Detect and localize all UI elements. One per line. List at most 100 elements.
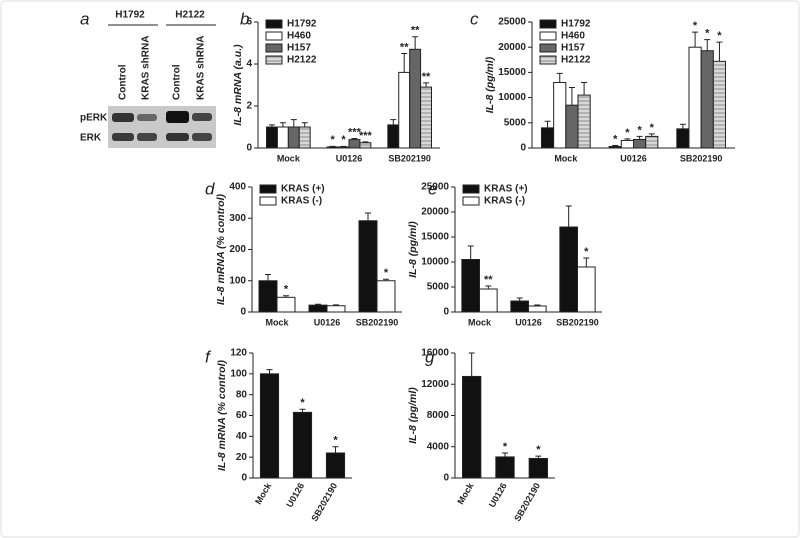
error-bar xyxy=(423,82,430,88)
y-tick-label: 0 xyxy=(443,473,449,484)
legend-swatch xyxy=(259,196,277,206)
x-tick-label: Mock xyxy=(468,317,492,327)
legend-label: H460 xyxy=(287,31,311,42)
error-bar xyxy=(362,141,369,143)
significance-label: * xyxy=(384,267,389,279)
significance-label: *** xyxy=(359,130,373,142)
x-tick-label: Mock xyxy=(554,153,578,163)
blot-band xyxy=(137,114,157,121)
error-bar xyxy=(412,36,419,50)
y-tick-label: 0 xyxy=(520,143,526,154)
y-tick-label: 80 xyxy=(236,389,248,400)
y-tick-label: 40 xyxy=(236,431,248,442)
panel-letter: c xyxy=(470,9,479,28)
y-tick-label: 100 xyxy=(229,275,246,286)
bar xyxy=(565,104,579,149)
legend-swatch xyxy=(265,55,283,65)
y-tick-label: 10000 xyxy=(421,257,449,268)
y-tick-label: 25000 xyxy=(421,182,449,193)
legend-swatch xyxy=(539,43,557,53)
bar xyxy=(688,46,702,149)
y-tick-label: 60 xyxy=(236,410,248,421)
bar xyxy=(676,128,690,149)
significance-label: * xyxy=(650,122,655,134)
bar xyxy=(479,288,498,313)
legend-label: KRAS (-) xyxy=(281,196,322,207)
bar xyxy=(298,126,311,149)
significance-label: * xyxy=(637,124,642,136)
significance-label: ** xyxy=(411,25,420,37)
significance-label: * xyxy=(300,397,305,409)
legend-swatch xyxy=(539,55,557,65)
significance-label: * xyxy=(613,133,618,145)
bar xyxy=(633,138,647,149)
significance-label: * xyxy=(330,134,335,146)
error-bar xyxy=(390,119,397,125)
error-bar xyxy=(624,138,631,141)
y-tick-label: 12000 xyxy=(421,379,449,390)
error-bar xyxy=(351,138,358,140)
bar xyxy=(553,81,567,149)
bar xyxy=(620,139,635,149)
y-tick-label: 20000 xyxy=(498,42,526,53)
significance-label: *** xyxy=(348,126,362,138)
y-tick-label: 0 xyxy=(240,307,246,318)
blot-band xyxy=(166,111,189,123)
y-tick-label: 0 xyxy=(443,307,449,318)
bar xyxy=(700,50,714,149)
legend-swatch xyxy=(265,31,283,41)
y-tick-label: 15000 xyxy=(421,232,449,243)
y-axis-label: IL-8 mRNA (a.u.) xyxy=(232,44,244,126)
y-tick-label: 8000 xyxy=(427,410,450,421)
y-axis-label: IL-8 (pg/ml) xyxy=(407,387,419,444)
significance-label: * xyxy=(693,20,698,32)
lane-label: Control xyxy=(172,64,183,100)
error-bar xyxy=(315,303,321,306)
legend-label: H1792 xyxy=(287,19,317,30)
x-tick-label: U0126 xyxy=(314,317,341,327)
legend-label: KRAS (-) xyxy=(484,196,525,207)
error-bar xyxy=(279,122,286,127)
significance-label: * xyxy=(536,444,541,456)
legend-label: KRAS (+) xyxy=(484,184,528,195)
y-tick-label: 2 xyxy=(246,101,252,112)
error-bar xyxy=(340,145,347,147)
bar xyxy=(461,259,480,313)
error-bar xyxy=(692,31,699,48)
x-tick-label: U0126 xyxy=(336,153,363,163)
x-tick-label: U0126 xyxy=(620,153,647,163)
bar xyxy=(376,280,396,313)
error-bar xyxy=(485,285,492,289)
bar xyxy=(540,127,555,149)
y-tick-label: 15000 xyxy=(498,67,526,78)
bar xyxy=(287,126,300,149)
error-bar xyxy=(332,446,339,453)
y-tick-label: 400 xyxy=(229,182,246,193)
significance-label: * xyxy=(584,246,589,258)
y-tick-label: 200 xyxy=(229,244,246,255)
significance-label: ** xyxy=(422,71,431,83)
bar xyxy=(528,305,547,313)
error-bar xyxy=(268,124,275,127)
y-axis-label: IL-8 mRNA (% control) xyxy=(216,359,228,471)
bar xyxy=(292,411,313,479)
blot-band xyxy=(192,113,212,121)
error-bar xyxy=(704,39,711,51)
x-tick-label: U0126 xyxy=(515,317,542,327)
legend-label: H157 xyxy=(561,43,585,54)
panel-letter: b xyxy=(240,9,249,28)
legend-swatch xyxy=(539,31,557,41)
blot-group: H2122 xyxy=(175,10,205,21)
error-bar xyxy=(301,122,308,127)
blot-band xyxy=(192,133,212,141)
legend-label: H157 xyxy=(287,43,311,54)
x-tick-label: SB202190 xyxy=(556,317,599,327)
bar xyxy=(358,220,378,313)
bar xyxy=(510,300,529,313)
bar xyxy=(387,124,400,149)
legend-swatch xyxy=(265,43,283,53)
error-bar xyxy=(265,274,271,281)
bar xyxy=(276,296,296,313)
blot-band xyxy=(166,133,189,141)
